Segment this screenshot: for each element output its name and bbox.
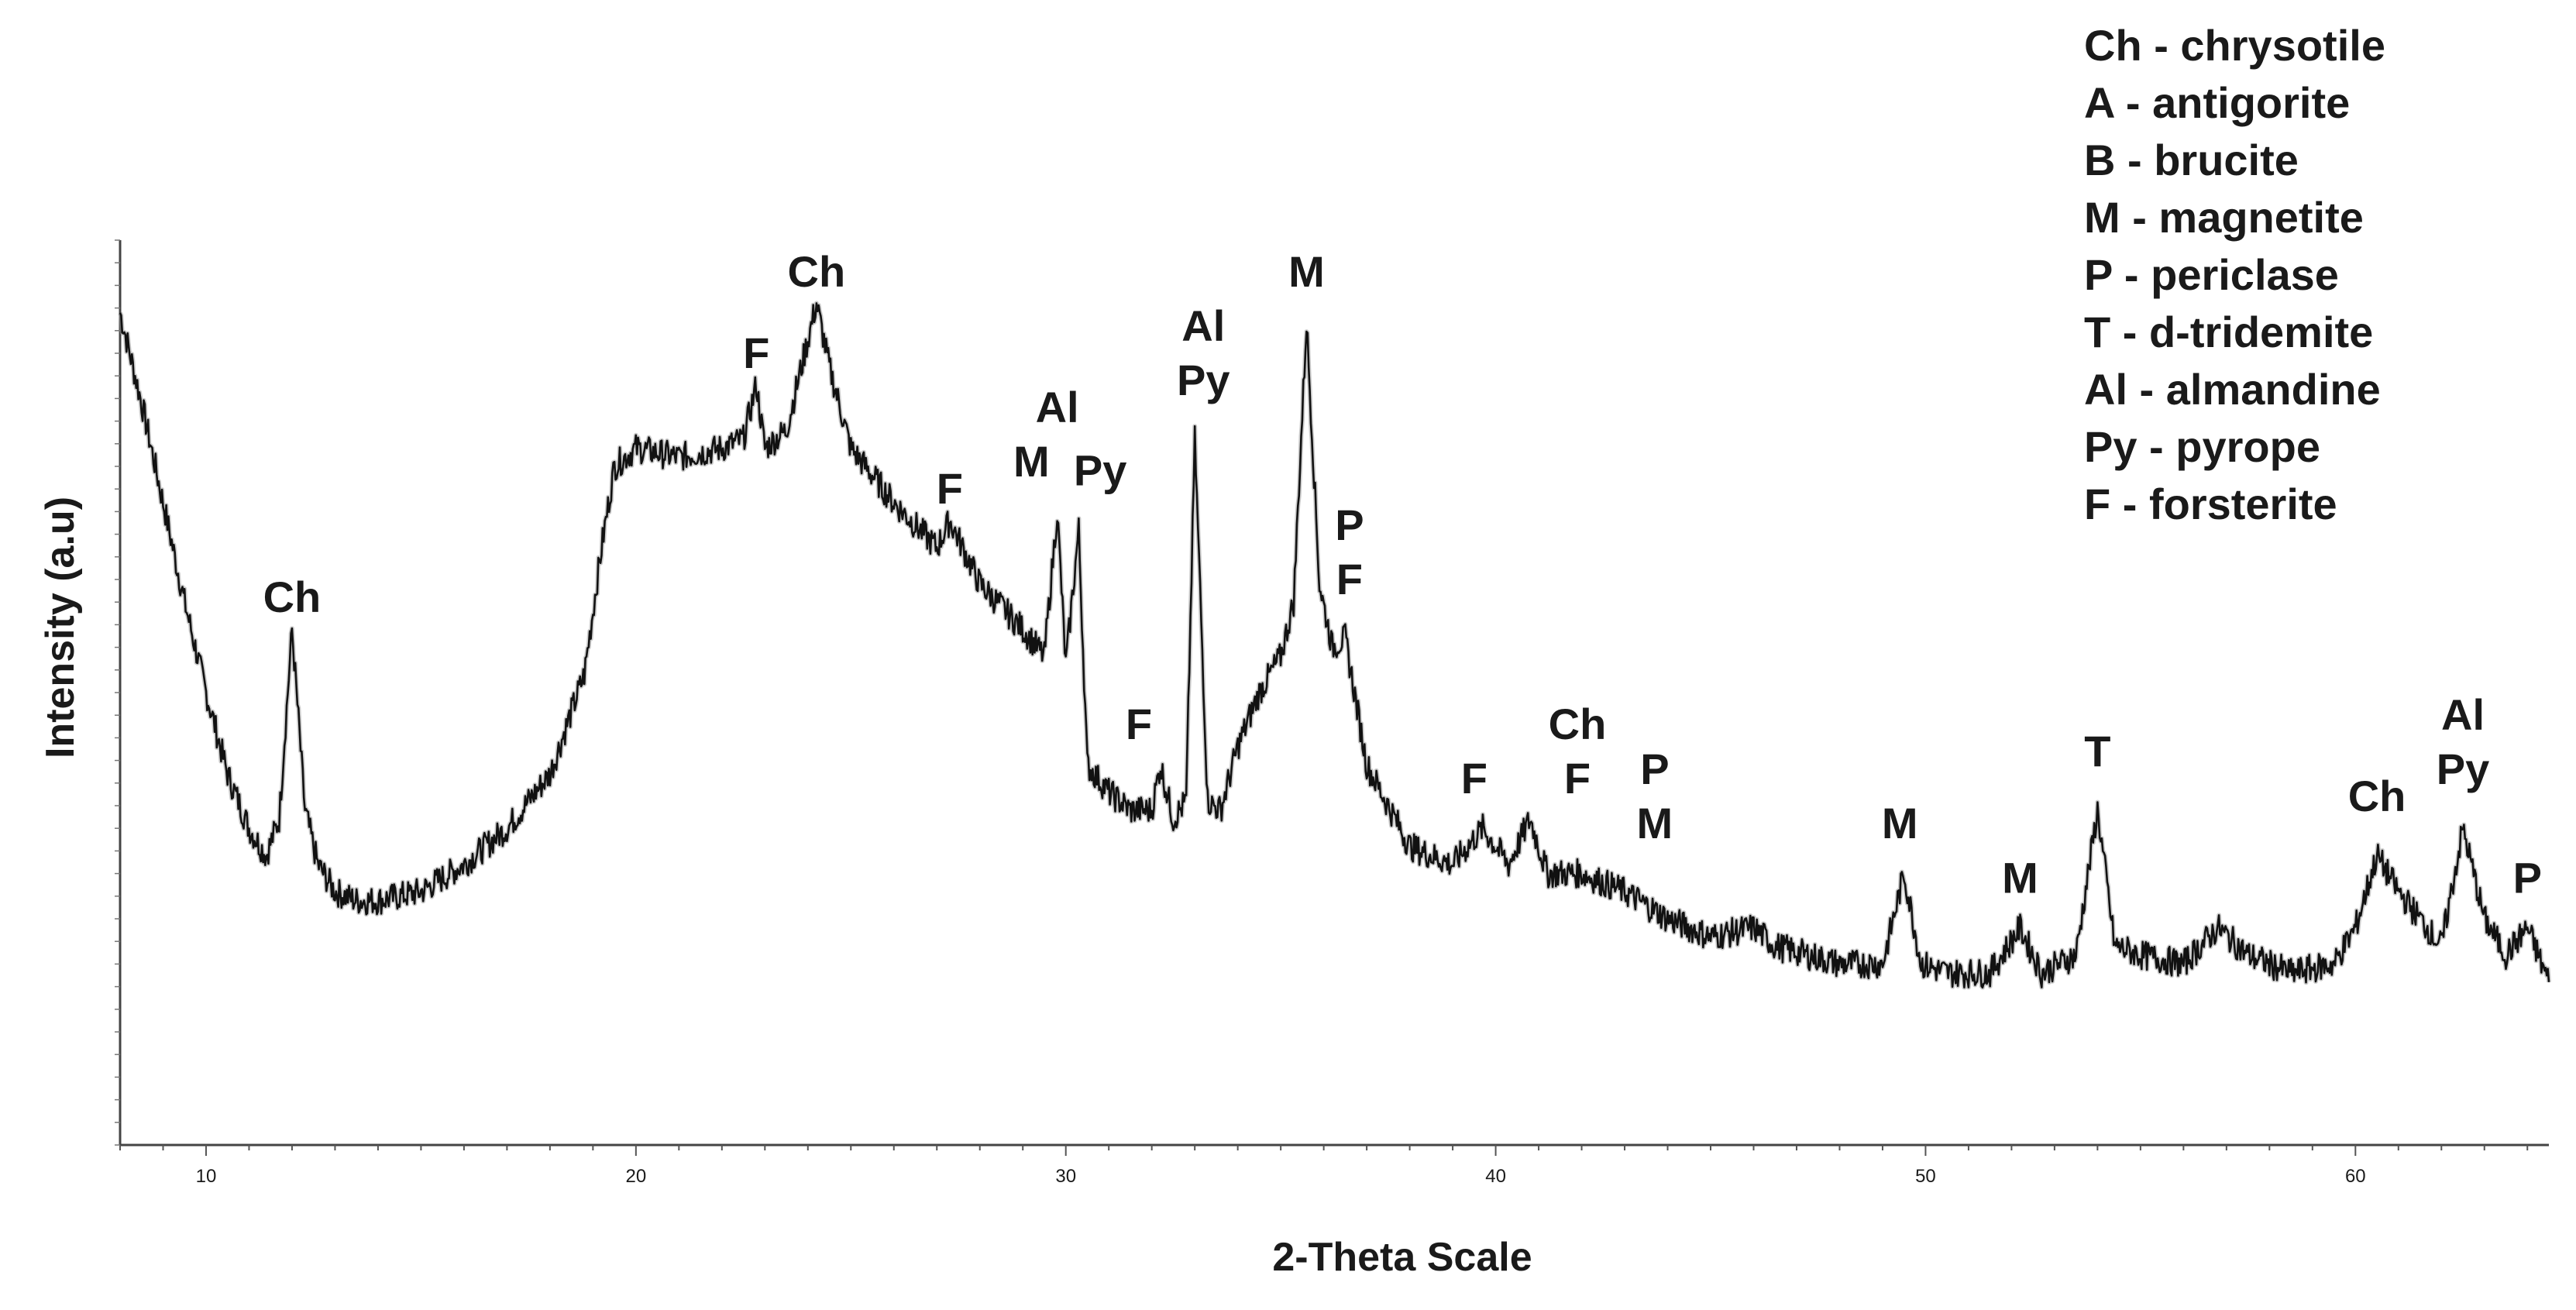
legend: Ch - chrysotile A - antigorite B - brucite… [2084,21,2385,528]
peak-label: F [1564,754,1591,803]
peak-label: Py [1074,446,1127,495]
peak-label: F [1461,754,1487,803]
x-tick-label: 20 [625,1166,646,1187]
legend-item: B - brucite [2084,136,2299,184]
legend-item: Al - almandine [2084,365,2381,414]
peak-label: F [1126,700,1152,748]
peak-label: Ch [263,572,322,621]
diffraction-pattern [118,301,2551,990]
x-tick-label: 40 [1485,1166,1506,1187]
peak-label: P [2513,853,2542,902]
x-tick-label: 10 [196,1166,217,1187]
peak-label: F [1336,555,1363,603]
peak-label: M [1013,437,1050,486]
peak-label: F [937,464,963,513]
legend-item: M - magnetite [2084,193,2364,242]
peak-label: T [2084,727,2110,775]
legend-item: Ch - chrysotile [2084,21,2385,70]
peak-label: M [1637,799,1673,848]
legend-item: A - antigorite [2084,78,2350,127]
peak-label: M [1882,799,1918,848]
x-axis-title: 2-Theta Scale [1272,1235,1532,1280]
peak-label: F [743,328,769,377]
peak-label: P [1335,500,1364,549]
peak-label: Py [1177,356,1230,404]
legend-item: P - periclase [2084,250,2339,299]
peak-label: Ch [1549,700,1607,748]
peak-label: Al [1036,383,1079,432]
legend-item: T - d-tridemite [2084,308,2373,356]
peak-label: Ch [788,247,846,296]
peak-label: Al [2441,690,2485,739]
legend-item: Py - pyrope [2084,422,2320,471]
x-tick-label: 50 [1915,1166,1936,1187]
x-tick-label: 60 [2345,1166,2366,1187]
peak-label: Al [1181,301,1225,350]
x-tick-label: 30 [1055,1166,1076,1187]
peak-label: P [1640,744,1669,793]
pattern-line [119,302,2550,989]
peak-label: Py [2437,744,2490,793]
y-axis-title: Intensity (a.u) [38,497,83,758]
legend-item: F - forsterite [2084,480,2337,528]
axes: 10 20 30 40 50 60 [115,239,2549,1187]
peak-label: M [1288,247,1325,296]
peak-label: M [2002,853,2038,902]
peak-label: Ch [2348,772,2406,820]
